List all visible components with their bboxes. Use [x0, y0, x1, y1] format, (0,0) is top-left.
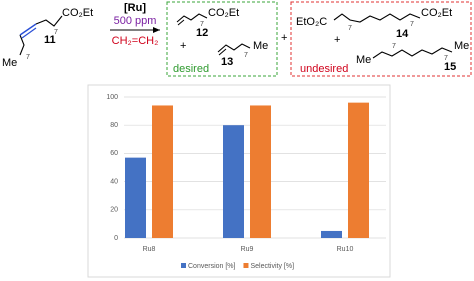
x-tick-label: Ru10: [337, 246, 354, 253]
bar: [250, 105, 271, 239]
plus: +: [334, 34, 340, 46]
compound-id: 12: [196, 27, 208, 39]
y-tick-label: 100: [106, 94, 118, 101]
chain-bond: [19, 34, 25, 56]
chain-bond: [35, 15, 63, 27]
repeat-count: 7: [410, 21, 414, 28]
x-tick-label: Ru9: [241, 246, 254, 253]
y-tick-label: 0: [114, 235, 118, 242]
bar: [125, 157, 146, 238]
bar: [348, 102, 369, 238]
compound-id: 15: [444, 61, 456, 73]
double-bond: [19, 23, 37, 36]
undesired-box: [290, 1, 472, 77]
bar: [223, 125, 244, 238]
arrow-head: [153, 27, 160, 33]
plus: +: [180, 40, 186, 52]
compound-id: 11: [44, 34, 56, 46]
x-tick-label: Ru8: [143, 246, 156, 253]
desired-label: desired: [173, 63, 209, 75]
repeat-count: 7: [348, 25, 352, 32]
group: Me: [356, 54, 371, 66]
group: CO₂Et: [421, 7, 452, 19]
chain-bond: [217, 43, 251, 53]
reagent: CH₂=CH₂: [112, 35, 159, 47]
repeat-count: 7: [54, 29, 58, 36]
y-tick-label: 80: [110, 122, 118, 129]
catalyst: [Ru]: [124, 2, 146, 14]
double-bond: [218, 48, 227, 56]
reactant: CO₂Et Me 7 7 11: [2, 7, 93, 69]
group: EtO₂C: [296, 16, 327, 28]
legend-swatch: [181, 263, 186, 268]
group: Me: [253, 40, 268, 52]
compound-id: 14: [396, 28, 409, 40]
y-tick-label: 20: [110, 207, 118, 214]
compound-id: 13: [221, 56, 233, 68]
legend-swatch: [243, 263, 249, 268]
chain-bond: [372, 47, 453, 59]
bar: [152, 105, 173, 239]
repeat-count: 7: [392, 43, 396, 50]
double-bond: [177, 19, 185, 26]
chart: 0 20 40 60 80 100 Ru8 Ru9 Ru10 Conversion [%] Sele…: [106, 94, 386, 270]
repeat-count: 7: [444, 55, 448, 62]
repeat-count: 7: [26, 54, 30, 61]
repeat-count: 7: [200, 21, 204, 28]
bar: [321, 230, 342, 238]
y-tick-label: 60: [110, 150, 118, 157]
double-bond: [21, 27, 37, 39]
chain-bond: [333, 13, 421, 23]
group: CO₂Et: [208, 7, 239, 19]
y-tick-label: 40: [110, 178, 118, 185]
undesired-label: undesired: [300, 63, 348, 75]
chain-bond: [176, 13, 208, 23]
group: CO₂Et: [62, 7, 93, 19]
legend-label: Selectivity [%]: [250, 263, 294, 270]
group: Me: [454, 40, 469, 52]
repeat-count: 7: [244, 52, 248, 59]
loading: 500 ppm: [114, 15, 157, 27]
plus: +: [281, 32, 287, 44]
desired-box: [166, 1, 278, 77]
group: Me: [2, 57, 17, 69]
legend-label: Conversion [%]: [188, 263, 236, 270]
